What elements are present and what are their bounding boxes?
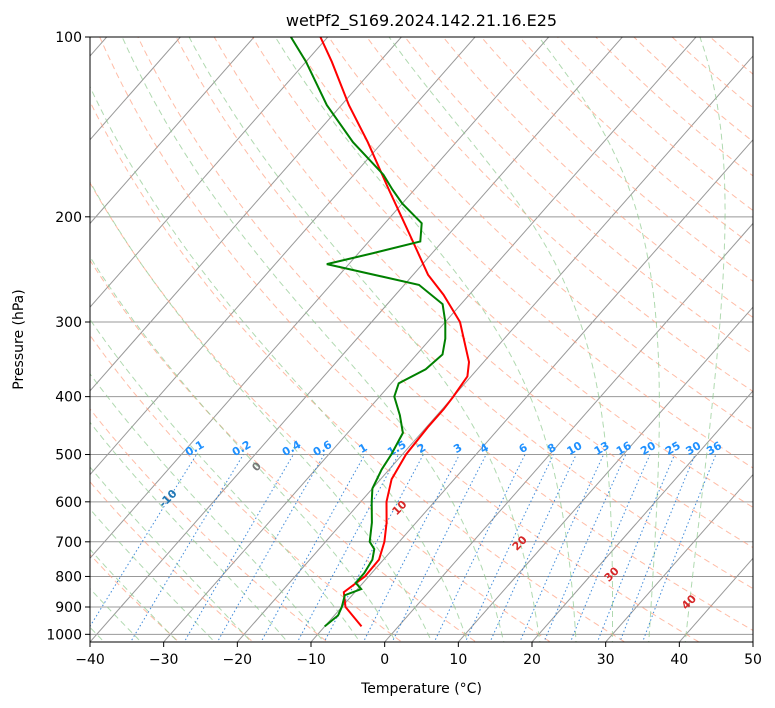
mixing-ratio-line [130,454,244,642]
y-tick-label: 400 [55,390,82,406]
axis-ticks: −40 −30 −20 −10 0 10 20 30 40 50 1000 900 800 700 600 5… [46,30,762,668]
x-tick-label: −10 [296,652,326,668]
moist-adiabat-line [388,37,613,642]
mixing-ratio-line [296,454,399,642]
isotherm-gridline [310,138,753,642]
background-lines [90,37,753,642]
mixing-ratio-line [596,454,676,642]
dry-adiabat-line [90,100,626,642]
x-tick-label: 10 [449,652,467,668]
isotherm-gridline [384,222,753,642]
mixing-ratio-line [464,454,554,642]
isotherm-gridline [90,37,550,560]
dry-adiabat-line [137,37,753,632]
isotherm-gridline [90,37,329,308]
dry-adiabat-line [213,37,753,549]
isotherm-gridline [236,55,753,642]
dry-adiabat-line [99,37,700,642]
dry-adiabat-line [90,408,329,642]
y-tick-label: 900 [55,600,82,616]
y-tick-label: 800 [55,569,82,585]
mixing-ratio-line [619,454,696,642]
moist-adiabat-line [538,37,660,642]
dry-adiabat-line [366,37,753,393]
moist-adiabat-line [90,421,289,642]
dry-adiabat-line [90,481,254,642]
mixing-ratio-line [323,454,424,642]
dewpoint-profile-line [290,37,447,628]
dry-adiabat-line [90,334,403,642]
x-tick-label: −20 [223,652,253,668]
dry-adiabat-line [90,259,477,642]
mixing-ratio-line [569,454,651,642]
moist-adiabat-line [121,37,505,642]
x-tick-label: −30 [149,652,179,668]
y-tick-label: 700 [55,535,82,551]
x-tick-label: 30 [597,652,615,668]
isotherm-gridline [90,37,182,141]
plot-frame [89,36,754,643]
isotherm-gridline [90,37,255,225]
isotherm-gridline [90,37,624,642]
dry-adiabat-line [90,553,180,642]
x-tick-label: −40 [75,652,105,668]
y-tick-label: 1000 [46,627,82,643]
moist-adiabat-line [684,37,726,642]
x-tick-label: 50 [744,652,762,668]
dry-adiabat-line [442,37,753,319]
moist-adiabat-line [90,373,325,642]
isotherm-gridline [90,37,476,476]
y-tick-label: 600 [55,495,82,511]
moist-adiabat-line [90,85,469,642]
y-tick-label: 300 [55,315,82,331]
y-tick-label: 200 [55,210,82,226]
moist-adiabat-line [274,37,577,642]
x-tick-label: 40 [670,652,688,668]
isotherm-gridline [531,390,753,642]
moist-adiabat-line [188,37,541,642]
x-tick-label: 20 [523,652,541,668]
moist-adiabat-line [90,318,361,642]
mixing-ratio-line [433,454,526,642]
chart-title: wetPf2_S169.2024.142.21.16.E25 [286,11,557,31]
plot-area [90,37,753,642]
dry-adiabat-line [251,37,753,508]
dry-adiabat-line [328,37,753,431]
dry-adiabat-line [404,37,753,355]
dry-adiabat-line [175,37,753,590]
x-axis-label: Temperature (°C) [360,681,482,697]
temperature-profile-line [319,37,471,628]
profile-lines [290,37,471,628]
y-axis-label: Pressure (hPa) [11,289,27,389]
isotherm-gridline [90,37,403,392]
mixing-ratio-line [642,454,717,642]
x-tick-label: 0 [380,652,389,668]
mixing-ratio-line [362,454,460,642]
moist-adiabat-line [90,466,252,642]
isotherm-gridline [605,473,753,642]
y-tick-label: 100 [55,30,82,46]
moist-adiabat-line [90,180,433,642]
isotherm-gridline [163,37,697,642]
mixing-ratio-line [90,454,197,628]
y-tick-label: 500 [55,448,82,464]
